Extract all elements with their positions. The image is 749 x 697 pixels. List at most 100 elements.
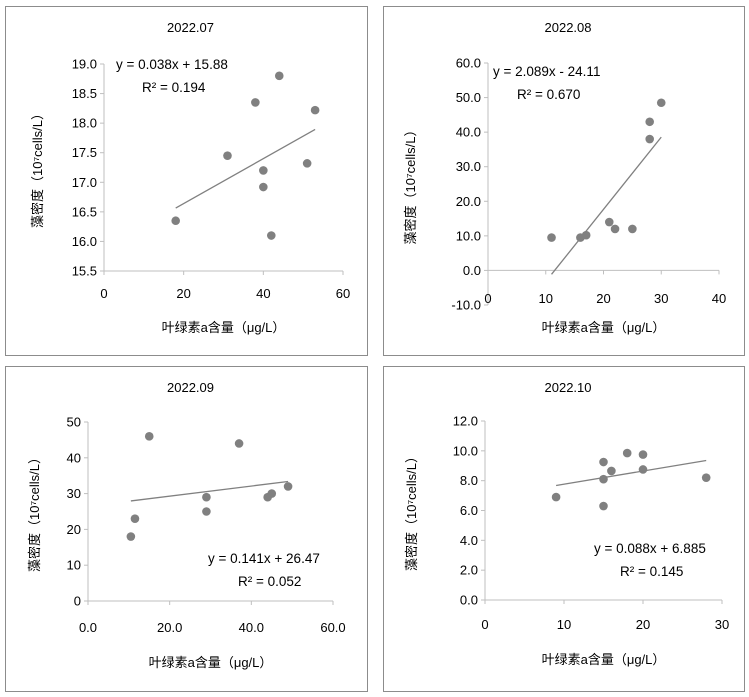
y-tick-label: 50 — [67, 415, 81, 430]
y-tick-label: 40.0 — [456, 125, 481, 140]
chart-title: 2022.09 — [167, 380, 214, 395]
x-tick-label: 0 — [484, 291, 491, 306]
data-point — [126, 532, 136, 541]
trendline — [551, 136, 662, 275]
data-point — [622, 448, 632, 458]
data-point — [259, 166, 268, 175]
x-tick-label: 20 — [636, 617, 650, 632]
data-point — [581, 230, 591, 240]
x-tick-label: 10 — [539, 291, 553, 306]
data-point — [645, 134, 654, 144]
chart-title: 2022.07 — [167, 20, 214, 35]
data-point — [310, 105, 320, 115]
x-tick-label: 0.0 — [79, 620, 97, 635]
y-tick-label: 10.0 — [456, 228, 481, 243]
y-tick-label: 40 — [67, 450, 81, 465]
x-tick-label: 0 — [100, 286, 107, 301]
y-tick-label: 16.5 — [72, 204, 97, 219]
data-point — [628, 224, 637, 234]
x-axis-title: 叶绿素a含量（μg/L） — [542, 320, 666, 335]
y-axis-title: 藻密度（10⁷cells/L） — [30, 107, 45, 228]
y-tick-label: 50.0 — [456, 90, 481, 105]
data-point — [251, 98, 260, 107]
data-point — [223, 151, 232, 160]
data-point — [599, 474, 608, 484]
y-tick-label: -10.0 — [451, 298, 481, 313]
data-point — [234, 439, 244, 448]
y-tick-label: 15.5 — [72, 264, 97, 279]
scatter-chart-2022-09: 2022.09 0 10 20 30 40 50 0.0 20.0 40.0 60.0 叶绿素a含量（… — [27, 380, 346, 670]
chart-panel-2022-07: 2022.07 15.5 16.0 16.5 17.0 17.5 18.0 18.5 19.0 0… — [5, 6, 368, 356]
r-squared: R² = 0.145 — [620, 564, 683, 579]
y-tick-label: 17.5 — [72, 145, 97, 160]
data-point — [607, 466, 616, 476]
r-squared: R² = 0.194 — [142, 80, 206, 95]
trend-equation: y = 0.141x + 26.47 — [208, 551, 320, 566]
y-tick-label: 12.0 — [453, 414, 478, 429]
y-tick-label: 16.0 — [72, 234, 97, 249]
y-tick-label: 8.0 — [460, 473, 478, 488]
y-axis-title: 藻密度（10⁷cells/L） — [403, 123, 418, 244]
data-point — [547, 233, 556, 242]
y-tick-label: 10 — [67, 558, 81, 573]
y-axis-title: 藻密度（10⁷cells/L） — [404, 450, 419, 571]
chart-panel-2022-09: 2022.09 0 10 20 30 40 50 0.0 20.0 40.0 60.0 叶绿素a含量（… — [5, 366, 368, 692]
data-point — [171, 216, 180, 226]
chart-title: 2022.08 — [545, 20, 592, 35]
scatter-chart-2022-07: 2022.07 15.5 16.0 16.5 17.0 17.5 18.0 18.5 19.0 0… — [30, 20, 350, 335]
x-axis-title: 叶绿素a含量（μg/L） — [542, 652, 666, 667]
y-tick-label: 0.0 — [463, 263, 481, 278]
data-point — [130, 514, 140, 523]
data-point — [302, 159, 312, 168]
y-tick-label: 18.0 — [72, 116, 97, 131]
data-point — [202, 507, 211, 516]
x-tick-label: 20 — [176, 286, 190, 301]
y-tick-label: 20 — [67, 522, 81, 537]
y-tick-label: 6.0 — [460, 503, 478, 518]
y-tick-label: 20.0 — [456, 194, 481, 209]
data-point — [267, 489, 277, 498]
data-point — [144, 432, 154, 441]
y-tick-label: 0 — [74, 594, 81, 609]
y-tick-label: 30 — [67, 486, 81, 501]
y-tick-label: 2.0 — [460, 563, 478, 578]
y-axis-title: 藻密度（10⁷cells/L） — [27, 451, 42, 572]
data-point — [645, 117, 654, 127]
trend-equation: y = 2.089x - 24.11 — [493, 64, 600, 79]
data-point — [202, 492, 211, 502]
chart-title: 2022.10 — [545, 380, 592, 395]
y-tick-label: 30.0 — [456, 159, 481, 174]
x-tick-label: 0 — [481, 617, 488, 632]
data-point — [604, 217, 614, 227]
data-point — [283, 482, 293, 491]
trendline — [130, 480, 289, 502]
r-squared: R² = 0.670 — [517, 87, 580, 102]
x-tick-label: 20.0 — [157, 620, 182, 635]
y-tick-label: 4.0 — [460, 533, 478, 548]
data-point — [599, 501, 608, 511]
y-tick-label: 10.0 — [453, 443, 478, 458]
y-tick-label: 17.0 — [72, 175, 97, 190]
data-point — [551, 492, 561, 502]
data-point — [638, 465, 648, 474]
x-tick-label: 40 — [712, 291, 726, 306]
x-axis-title: 叶绿素a含量（μg/L） — [149, 655, 273, 670]
y-tick-label: 60.0 — [456, 56, 481, 71]
x-tick-label: 40 — [256, 286, 270, 301]
data-point — [599, 457, 608, 467]
x-tick-label: 30 — [654, 291, 668, 306]
y-tick-label: 18.5 — [72, 86, 97, 101]
data-point — [701, 473, 711, 482]
scatter-chart-2022-08: 2022.08 -10.0 0.0 10.0 20.0 30.0 40.0 50.0 60.0 0… — [403, 20, 726, 335]
y-tick-label: 19.0 — [72, 57, 97, 72]
trend-equation: y = 0.038x + 15.88 — [116, 57, 228, 72]
x-tick-label: 60 — [336, 286, 350, 301]
data-point — [274, 71, 284, 81]
x-tick-label: 30 — [715, 617, 729, 632]
x-tick-label: 20 — [596, 291, 610, 306]
trendline — [555, 459, 707, 487]
r-squared: R² = 0.052 — [238, 574, 301, 589]
data-point — [656, 98, 666, 108]
x-tick-label: 10 — [557, 617, 571, 632]
scatter-chart-2022-10: 2022.10 0.0 2.0 4.0 6.0 8.0 10.0 12.0 0 10 20 30 叶绿素… — [404, 380, 729, 667]
